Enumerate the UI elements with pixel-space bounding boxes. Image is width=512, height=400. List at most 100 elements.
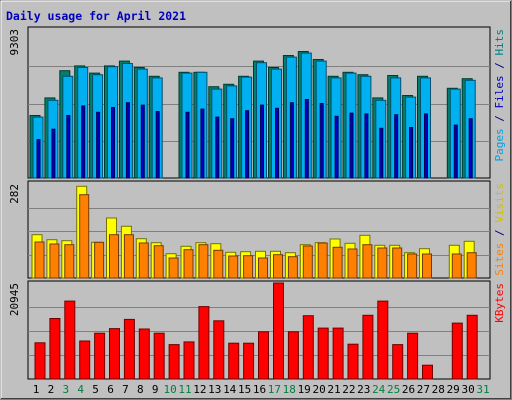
bar-sites-day-3: [64, 244, 75, 279]
legend-part: Sites: [493, 243, 506, 276]
bar-pages-day-6: [111, 107, 115, 179]
panel-kbytes: 20945 KBytes: [8, 280, 506, 380]
bar-sites-day-11: [183, 249, 194, 279]
bar-kbytes-day-4: [79, 340, 91, 380]
x-tick-label-day-26: 26: [402, 383, 415, 396]
bar-sites-day-4: [79, 194, 90, 279]
bar-kbytes-day-6: [109, 328, 120, 380]
bar-kbytes-day-24: [377, 300, 389, 380]
bar-pages-day-15: [245, 110, 250, 179]
bar-pages-day-16: [260, 104, 264, 179]
bar-pages-day-17: [275, 107, 279, 179]
bar-sites-day-18: [287, 256, 298, 279]
bar-sites-day-15: [243, 255, 254, 279]
bar-kbytes-day-29: [451, 322, 463, 380]
bar-pages-day-4: [81, 105, 86, 179]
bar-pages-day-19: [304, 99, 309, 179]
panel-kbytes-legend-label: KBytes: [493, 283, 506, 323]
x-tick-label-day-16: 16: [253, 383, 266, 396]
bar-kbytes-day-5: [94, 332, 106, 380]
bar-sites-day-19: [302, 245, 313, 279]
bar-sites-day-14: [228, 255, 239, 279]
panel-visits-max-label: 282: [8, 184, 21, 204]
bar-kbytes-day-13: [213, 320, 225, 380]
bar-kbytes-day-23: [362, 314, 374, 380]
legend-part: Files: [493, 75, 506, 108]
bar-sites-day-6: [109, 234, 119, 279]
bar-pages-day-5: [96, 111, 101, 179]
series-sites: [34, 194, 477, 279]
bar-kbytes-day-16: [258, 331, 269, 380]
bar-kbytes-day-27: [422, 364, 433, 380]
bar-sites-day-10: [168, 257, 179, 279]
legend-part: /: [493, 223, 506, 243]
bar-pages-day-22: [349, 112, 354, 179]
x-tick-label-day-13: 13: [208, 383, 221, 396]
x-tick-label-day-3: 3: [62, 383, 69, 396]
bar-kbytes-day-26: [407, 332, 419, 380]
bar-kbytes-day-7: [123, 318, 135, 380]
bar-kbytes-day-8: [138, 328, 150, 380]
bar-pages-day-14: [230, 118, 235, 179]
bar-pages-day-21: [334, 115, 339, 179]
x-tick-label-day-21: 21: [327, 383, 340, 396]
bar-kbytes-day-3: [64, 300, 76, 380]
bar-pages-day-8: [140, 104, 145, 179]
bar-sites-day-23: [362, 244, 373, 279]
legend-part: Hits: [493, 29, 506, 56]
bar-sites-day-1: [34, 241, 45, 279]
bar-pages-day-9: [155, 111, 160, 179]
panel-kbytes-max-label: 20945: [8, 283, 21, 316]
bar-pages-day-25: [394, 114, 399, 179]
bar-kbytes-day-15: [243, 342, 255, 380]
bar-sites-day-22: [347, 248, 358, 279]
bar-sites-day-9: [153, 245, 164, 279]
bar-kbytes-day-2: [49, 318, 61, 380]
x-tick-label-day-27: 27: [417, 383, 430, 396]
panel-hits: 9303 Pages / Files / Hits: [8, 26, 506, 179]
x-axis: 1 2 3 4 5 6 7 8 9 10 11 12 13 14 15 16 17 18 19 20 21 22 23 24 2…: [33, 383, 490, 396]
bar-pages-day-20: [319, 103, 324, 179]
bar-sites-day-20: [317, 242, 328, 279]
chart-title: Daily usage for April 2021: [6, 9, 186, 23]
bar-sites-day-26: [407, 253, 418, 279]
x-tick-label-day-2: 2: [48, 383, 55, 396]
bar-sites-day-24: [377, 247, 388, 279]
x-tick-label-day-1: 1: [33, 383, 40, 396]
x-tick-label-day-31: 31: [476, 383, 489, 396]
x-tick-label-day-20: 20: [312, 383, 325, 396]
x-tick-label-day-5: 5: [92, 383, 99, 396]
bar-kbytes-day-21: [332, 327, 344, 380]
bar-pages-day-13: [215, 116, 220, 179]
bar-pages-day-26: [409, 127, 414, 179]
x-tick-label-day-17: 17: [268, 383, 281, 396]
bar-pages-day-24: [379, 127, 384, 179]
x-tick-label-day-18: 18: [283, 383, 296, 396]
bar-kbytes-day-9: [153, 332, 165, 380]
bar-pages-day-1: [36, 139, 41, 179]
x-tick-label-day-6: 6: [107, 383, 114, 396]
x-tick-label-day-12: 12: [193, 383, 206, 396]
bar-sites-day-29: [451, 253, 462, 279]
bar-kbytes-day-17: [273, 282, 284, 380]
bar-pages-day-30: [468, 118, 473, 179]
chart-panels: 9303 Pages / Files / Hits 282 Sites / Visit…: [8, 26, 506, 380]
x-tick-label-day-29: 29: [447, 383, 460, 396]
bar-sites-day-5: [94, 241, 105, 279]
x-tick-label-day-24: 24: [372, 383, 386, 396]
legend-part: Visits: [493, 183, 506, 223]
x-tick-label-day-10: 10: [163, 383, 176, 396]
bar-pages-day-3: [66, 115, 71, 179]
series-pages: [36, 99, 473, 179]
bar-kbytes-day-18: [287, 331, 299, 380]
x-tick-label-day-8: 8: [137, 383, 144, 396]
bar-pages-day-12: [200, 108, 205, 179]
bar-sites-day-27: [422, 253, 432, 279]
x-tick-label-day-4: 4: [77, 383, 84, 396]
bar-sites-day-13: [213, 249, 224, 279]
bar-sites-day-17: [273, 254, 283, 279]
legend-part: /: [493, 56, 506, 76]
x-tick-label-day-9: 9: [152, 383, 159, 396]
bar-pages-day-11: [185, 111, 190, 179]
